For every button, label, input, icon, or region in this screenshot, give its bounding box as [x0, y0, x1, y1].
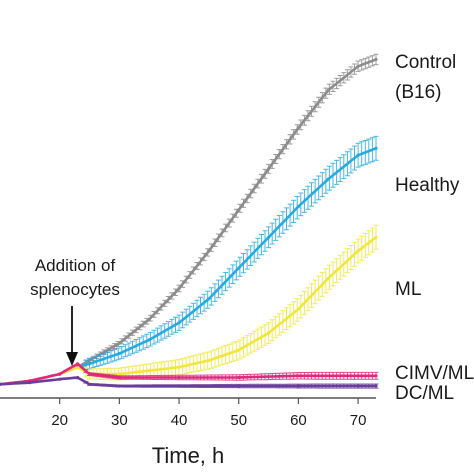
annotation-line-1: Addition of	[35, 256, 116, 275]
series-healthy-point	[326, 177, 330, 181]
annotation-line-2: splenocytes	[30, 280, 120, 299]
series-ml-point	[207, 358, 211, 362]
series-control-point	[356, 64, 360, 68]
annotation-arrow-head	[66, 352, 78, 366]
series-healthy-point	[267, 235, 271, 239]
series-control-error-path	[83, 53, 379, 365]
series-cimv-ml-point	[177, 375, 181, 380]
series-healthy-point	[147, 338, 151, 342]
series-control	[0, 53, 379, 386]
series-label-healthy: Healthy	[395, 175, 460, 196]
series-dc-ml-point	[87, 382, 92, 386]
series-dc-ml-point	[177, 384, 181, 388]
series-control-point	[117, 341, 121, 345]
series-label-control: Control	[395, 52, 456, 73]
series-dc-ml	[0, 375, 379, 389]
series-dc-ml-point	[0, 382, 2, 386]
series-control-point	[267, 167, 271, 171]
x-axis-label: Time, h	[152, 443, 225, 468]
series-healthy-point	[177, 321, 181, 325]
series-dc-ml-point	[58, 377, 62, 381]
series-label-cimv-ml: CIMV/ML	[395, 363, 474, 384]
x-tick-label-20: 20	[51, 412, 68, 429]
series-cimv-ml	[0, 362, 379, 386]
series-label-dc-ml: DC/ML	[395, 383, 454, 404]
series-cimv-ml-point	[117, 375, 121, 380]
series-cimv-ml-point	[76, 362, 80, 366]
series-healthy-point	[117, 351, 121, 356]
series-ml-point	[267, 331, 271, 335]
series-ml-point	[356, 249, 360, 253]
series-control-line	[0, 58, 377, 386]
series-healthy-point	[87, 362, 92, 366]
series-dc-ml-point	[76, 375, 80, 380]
series-dc-ml-point	[28, 381, 32, 385]
series-cimv-ml-point	[356, 374, 360, 378]
series-control-point	[374, 57, 378, 62]
series-ml-point	[147, 369, 151, 373]
series-healthy-error-path	[83, 135, 379, 371]
series-healthy-point	[207, 297, 211, 301]
series-control-point	[207, 249, 211, 253]
series-ml-point	[296, 307, 300, 311]
series-control-point	[296, 126, 300, 130]
series-control-point	[237, 208, 241, 212]
series-ml-point	[76, 365, 80, 369]
series-healthy-point	[374, 146, 378, 150]
series-ml-point	[374, 235, 378, 239]
x-ticks: 20 30 40 50 60 70	[51, 398, 366, 429]
series-ml-point	[326, 276, 330, 280]
series-control-point	[177, 287, 181, 291]
series-control-point	[326, 88, 330, 92]
x-tick-label-30: 30	[111, 412, 128, 429]
series-control-error-bars	[83, 53, 379, 365]
series-healthy-error-bars	[83, 135, 379, 371]
series-healthy-point	[296, 204, 300, 209]
series-dc-ml-line	[0, 376, 376, 388]
series-cimv-ml-line	[0, 363, 376, 386]
annotation: Addition of splenocytes	[30, 256, 120, 366]
series-dc-ml-point	[356, 384, 360, 388]
series-healthy-point	[237, 266, 241, 270]
x-tick-label-60: 60	[290, 412, 307, 429]
series-cimv-ml-point	[374, 374, 378, 378]
series-dc-ml-point	[117, 384, 121, 388]
series-dc-ml-point	[237, 384, 241, 388]
series-ml-point	[117, 372, 121, 376]
x-tick-label-70: 70	[350, 412, 367, 429]
series-layer	[0, 53, 379, 389]
series-cimv-ml-point	[58, 372, 62, 376]
series-cimv-ml-point	[87, 372, 92, 376]
series-label-ml: ML	[395, 279, 421, 300]
series-ml-point	[177, 365, 181, 369]
series-ml	[0, 224, 379, 386]
series-dc-ml-point	[374, 384, 378, 388]
series-healthy-point	[356, 153, 360, 157]
series-cimv-ml-point	[237, 375, 241, 380]
series-control-point	[147, 317, 151, 321]
series-cimv-ml-point	[296, 374, 300, 378]
series-label-control-2: (B16)	[395, 82, 441, 103]
x-tick-label-40: 40	[171, 412, 188, 429]
series-ml-point	[237, 348, 241, 352]
x-tick-label-50: 50	[230, 412, 247, 429]
series-dc-ml-point	[296, 384, 300, 388]
